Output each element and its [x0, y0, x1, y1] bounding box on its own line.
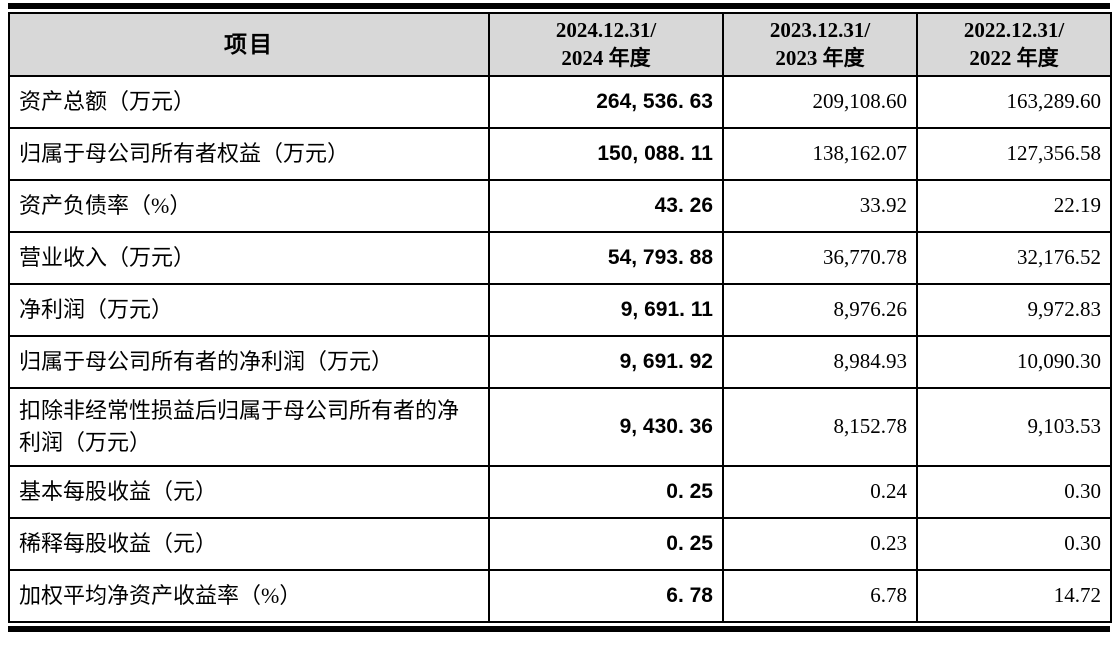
- value-2023: 33.92: [722, 178, 918, 233]
- row-label: 归属于母公司所有者权益（万元）: [8, 126, 490, 181]
- table-header: 项目 2024.12.31/ 2024 年度 2023.12.31/ 2023 …: [8, 12, 1112, 77]
- table-row: 营业收入（万元） 54, 793. 88 36,770.78 32,176.52: [8, 230, 1112, 285]
- row-label: 归属于母公司所有者的净利润（万元）: [8, 334, 490, 389]
- header-item: 项目: [8, 12, 490, 77]
- value-2024: 0. 25: [488, 516, 724, 571]
- header-period-2024-date: 2024.12.31/: [555, 18, 657, 42]
- value-2024: 0. 25: [488, 464, 724, 519]
- top-thick-rule: [8, 3, 1110, 9]
- header-period-2022-year: 2022 年度: [969, 46, 1059, 71]
- value-2024: 264, 536. 63: [488, 74, 724, 129]
- value-2023: 8,152.78: [722, 386, 918, 467]
- value-2022: 0.30: [916, 516, 1112, 571]
- bottom-thick-rule: [8, 625, 1110, 632]
- row-label: 基本每股收益（元）: [8, 464, 490, 519]
- row-label: 加权平均净资产收益率（%）: [8, 568, 490, 623]
- header-period-2023: 2023.12.31/ 2023 年度: [722, 12, 918, 77]
- table-row: 加权平均净资产收益率（%） 6. 78 6.78 14.72: [8, 568, 1112, 623]
- row-label: 净利润（万元）: [8, 282, 490, 337]
- value-2023: 6.78: [722, 568, 918, 623]
- value-2022: 9,103.53: [916, 386, 1112, 467]
- value-2023: 0.24: [722, 464, 918, 519]
- table-row: 基本每股收益（元） 0. 25 0.24 0.30: [8, 464, 1112, 519]
- value-2023: 209,108.60: [722, 74, 918, 129]
- value-2024: 150, 088. 11: [488, 126, 724, 181]
- header-row: 项目 2024.12.31/ 2024 年度 2023.12.31/ 2023 …: [8, 12, 1112, 77]
- value-2023: 36,770.78: [722, 230, 918, 285]
- value-2022: 22.19: [916, 178, 1112, 233]
- value-2022: 0.30: [916, 464, 1112, 519]
- value-2024: 43. 26: [488, 178, 724, 233]
- header-period-2023-year: 2023 年度: [775, 46, 865, 71]
- table-row: 归属于母公司所有者权益（万元） 150, 088. 11 138,162.07 …: [8, 126, 1112, 181]
- row-label: 稀释每股收益（元）: [8, 516, 490, 571]
- value-2024: 9, 691. 11: [488, 282, 724, 337]
- value-2024: 9, 430. 36: [488, 386, 724, 467]
- row-label: 营业收入（万元）: [8, 230, 490, 285]
- value-2022: 9,972.83: [916, 282, 1112, 337]
- table-row: 资产负债率（%） 43. 26 33.92 22.19: [8, 178, 1112, 233]
- value-2024: 54, 793. 88: [488, 230, 724, 285]
- header-period-2023-date: 2023.12.31/: [769, 18, 871, 42]
- row-label: 资产总额（万元）: [8, 74, 490, 129]
- financial-summary-table: 项目 2024.12.31/ 2024 年度 2023.12.31/ 2023 …: [8, 12, 1112, 623]
- table-row: 归属于母公司所有者的净利润（万元） 9, 691. 92 8,984.93 10…: [8, 334, 1112, 389]
- value-2022: 32,176.52: [916, 230, 1112, 285]
- table-row: 扣除非经常性损益后归属于母公司所有者的净利润（万元） 9, 430. 36 8,…: [8, 386, 1112, 467]
- table-row: 稀释每股收益（元） 0. 25 0.23 0.30: [8, 516, 1112, 571]
- table-body: 资产总额（万元） 264, 536. 63 209,108.60 163,289…: [8, 74, 1112, 623]
- value-2023: 138,162.07: [722, 126, 918, 181]
- header-period-2024: 2024.12.31/ 2024 年度: [488, 12, 724, 77]
- financial-summary-table-document: 项目 2024.12.31/ 2024 年度 2023.12.31/ 2023 …: [8, 3, 1112, 632]
- row-label: 资产负债率（%）: [8, 178, 490, 233]
- header-period-2022: 2022.12.31/ 2022 年度: [916, 12, 1112, 77]
- value-2023: 8,984.93: [722, 334, 918, 389]
- value-2022: 14.72: [916, 568, 1112, 623]
- row-label: 扣除非经常性损益后归属于母公司所有者的净利润（万元）: [8, 386, 490, 467]
- value-2023: 8,976.26: [722, 282, 918, 337]
- header-period-2024-year: 2024 年度: [561, 46, 651, 71]
- value-2024: 9, 691. 92: [488, 334, 724, 389]
- value-2022: 163,289.60: [916, 74, 1112, 129]
- value-2024: 6. 78: [488, 568, 724, 623]
- table-row: 净利润（万元） 9, 691. 11 8,976.26 9,972.83: [8, 282, 1112, 337]
- value-2022: 127,356.58: [916, 126, 1112, 181]
- value-2023: 0.23: [722, 516, 918, 571]
- header-period-2022-date: 2022.12.31/: [963, 18, 1065, 42]
- value-2022: 10,090.30: [916, 334, 1112, 389]
- table-row: 资产总额（万元） 264, 536. 63 209,108.60 163,289…: [8, 74, 1112, 129]
